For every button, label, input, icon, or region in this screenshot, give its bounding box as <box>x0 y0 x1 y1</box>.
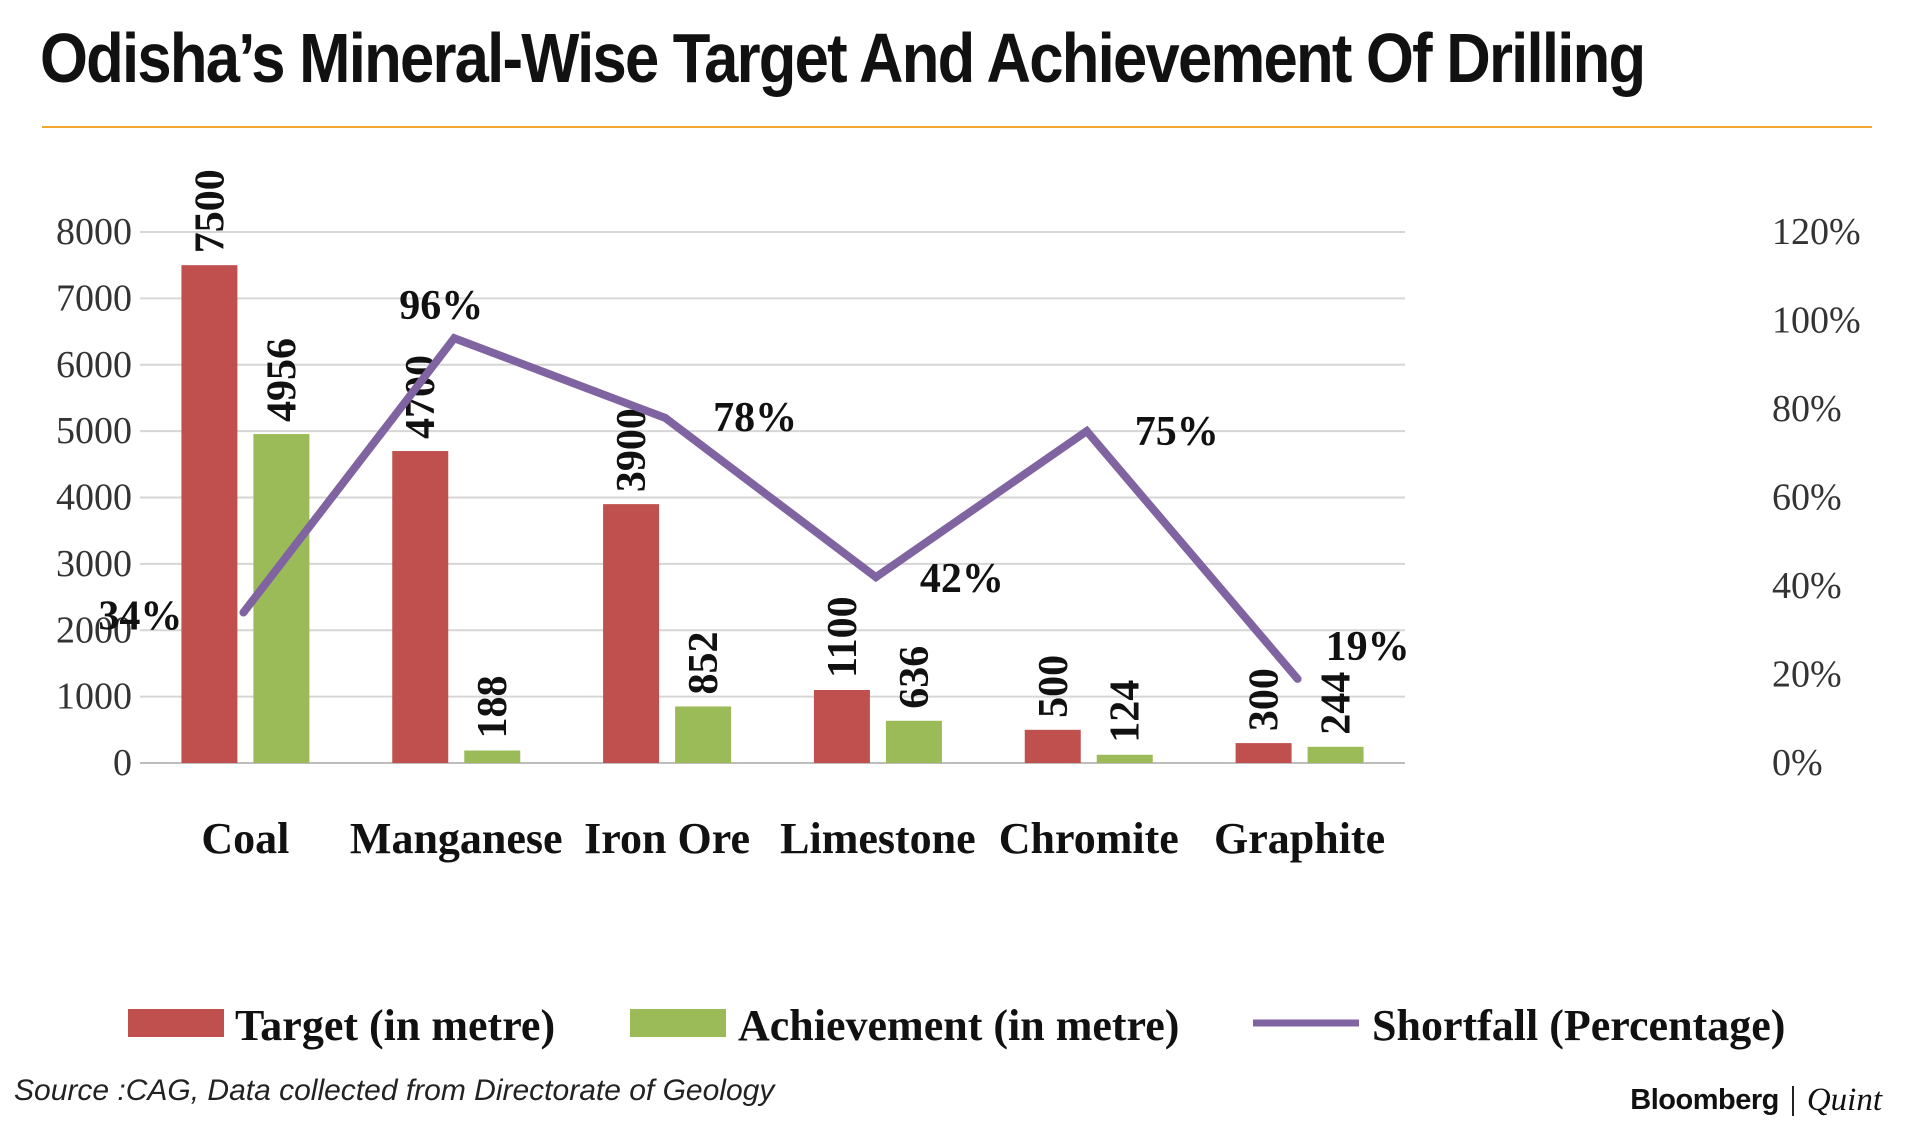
y-tick-label: 6000 <box>56 344 132 386</box>
y2-tick-label: 0% <box>1772 742 1823 784</box>
shortfall-line <box>240 333 1301 682</box>
shortfall-label: 78% <box>713 395 797 441</box>
legend-swatch <box>630 1009 726 1037</box>
shortfall-point <box>1082 427 1091 436</box>
shortfall-label: 19% <box>1326 624 1410 670</box>
y-tick-label: 8000 <box>56 211 132 253</box>
shortfall-point <box>661 413 670 422</box>
bar-achievement-label: 124 <box>1103 680 1149 743</box>
y-tick-label: 1000 <box>56 676 132 718</box>
category-label: Graphite <box>1214 814 1385 863</box>
bar-achievement-label: 4956 <box>259 338 305 422</box>
bar-target <box>813 689 870 763</box>
title-divider <box>42 126 1872 128</box>
bar-target <box>1235 743 1292 763</box>
bar-target <box>392 451 449 763</box>
bar-target-label: 7500 <box>187 169 233 253</box>
y2-tick-label: 120% <box>1772 211 1861 253</box>
category-label: Iron Ore <box>584 814 750 863</box>
bar-achievement-label: 188 <box>470 676 516 739</box>
category-label: Manganese <box>350 814 563 863</box>
legend-swatch <box>128 1009 224 1037</box>
bar-achievement-label: 244 <box>1314 672 1360 735</box>
source-note: Source :CAG, Data collected from Directo… <box>14 1074 775 1107</box>
bar-achievement <box>675 706 732 763</box>
legend-label: Shortfall (Percentage) <box>1372 1001 1785 1050</box>
bar-achievement <box>1307 746 1364 763</box>
y-tick-label: 4000 <box>56 477 132 519</box>
y2-tick-label: 20% <box>1772 654 1842 696</box>
bar-achievement <box>885 720 942 763</box>
category-label: Coal <box>201 814 289 863</box>
bar-achievement-label: 636 <box>892 646 938 709</box>
brand-secondary: Quint <box>1806 1082 1882 1118</box>
shortfall-label: 75% <box>1135 409 1219 455</box>
shortfall-label: 96% <box>399 283 483 329</box>
bar-target <box>181 265 238 763</box>
y-tick-label: 2000 <box>56 609 132 651</box>
shortfall-point <box>239 608 248 617</box>
brand-primary: Bloomberg <box>1630 1084 1779 1116</box>
bar-target <box>1024 729 1081 763</box>
y2-tick-label: 60% <box>1772 477 1842 519</box>
category-label: Chromite <box>999 814 1179 863</box>
bar-target-label: 500 <box>1031 655 1077 718</box>
bar-target-label: 3900 <box>609 408 655 492</box>
brand-logo: Bloomberg Quint <box>1630 1082 1882 1119</box>
chart-title: Odisha’s Mineral-Wise Target And Achieve… <box>40 19 1646 97</box>
bar-target-label: 1100 <box>820 596 866 678</box>
shortfall-point <box>1293 674 1302 683</box>
bar-achievement <box>253 434 310 763</box>
bar-target-label: 300 <box>1242 668 1288 731</box>
bar-achievement <box>1096 754 1153 763</box>
y-tick-label: 7000 <box>56 277 132 319</box>
y2-tick-label: 80% <box>1772 388 1842 430</box>
bar-achievement <box>464 750 521 763</box>
y-tick-label: 0 <box>113 742 132 784</box>
legend-label: Target (in metre) <box>235 1001 555 1050</box>
y-tick-label: 5000 <box>56 410 132 452</box>
y-tick-label: 3000 <box>56 543 132 585</box>
category-label: Limestone <box>780 814 976 863</box>
shortfall-label: 42% <box>920 556 1004 602</box>
shortfall-label: 34% <box>98 594 182 640</box>
legend-label: Achievement (in metre) <box>738 1001 1179 1050</box>
bar-target <box>603 504 660 763</box>
brand-separator <box>1791 1085 1794 1116</box>
shortfall-point <box>450 334 459 343</box>
y2-tick-label: 40% <box>1772 565 1842 607</box>
bar-achievement-label: 852 <box>681 631 727 694</box>
shortfall-point <box>871 573 880 582</box>
y2-tick-label: 100% <box>1772 300 1861 342</box>
